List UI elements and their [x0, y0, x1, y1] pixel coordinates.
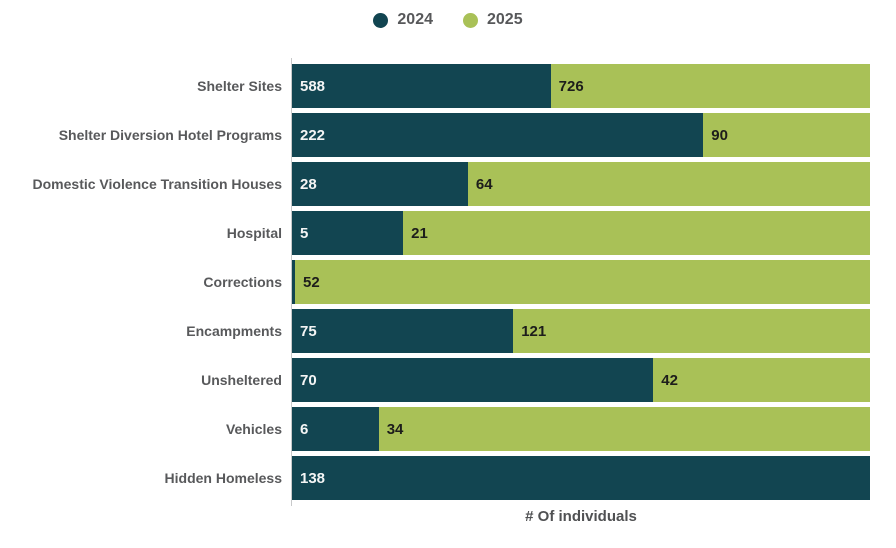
bar-segment-2025: 42	[653, 358, 870, 402]
category-label-text: Encampments	[186, 322, 282, 339]
category-label: Hidden Homeless	[0, 469, 292, 487]
legend-item-2024: 2024	[373, 11, 433, 29]
bar-row: Encampments 75 121	[0, 309, 870, 353]
value-label-2024: 588	[300, 77, 326, 95]
bar-segment-2024: 138	[292, 456, 870, 500]
value-label-2024: 222	[300, 126, 326, 144]
x-axis-title: # Of individuals	[525, 508, 637, 525]
legend-swatch-icon	[463, 12, 478, 28]
bar-row: Shelter Diversion Hotel Programs 222 90	[0, 113, 870, 157]
value-label-2024: 5	[300, 224, 309, 242]
category-label: Shelter Diversion Hotel Programs	[0, 126, 292, 144]
bar-segment-2025: 64	[467, 162, 870, 206]
category-label-text: Domestic Violence Transition Houses	[32, 175, 282, 192]
bar-row: Hidden Homeless 138	[0, 456, 870, 500]
bar: 70 42	[292, 358, 870, 402]
category-label-text: Hospital	[226, 224, 282, 241]
category-label: Vehicles	[0, 420, 292, 438]
bar-segment-2024: 5	[292, 211, 404, 255]
bar-segment-2025: 52	[295, 260, 870, 304]
chart-rows: Shelter Sites 588 726 Shelter Diversion Hot…	[0, 64, 870, 500]
bar: 52	[292, 260, 870, 304]
bar-segment-2025: 90	[703, 113, 870, 157]
value-label-2025: 90	[711, 126, 728, 144]
bar: 5 21	[292, 211, 870, 255]
bar-segment-2024: 28	[292, 162, 468, 206]
bar-row: Hospital 5 21	[0, 211, 870, 255]
category-label: Hospital	[0, 224, 292, 242]
legend: 2024 2025	[0, 11, 896, 29]
category-label-text: Shelter Sites	[197, 77, 282, 94]
value-label-2024: 75	[300, 322, 317, 340]
category-label-text: Unsheltered	[201, 371, 282, 388]
value-label-2025: 52	[303, 273, 320, 291]
bar-segment-2025: 726	[550, 64, 870, 108]
value-label-2025: 726	[558, 77, 584, 95]
bar-segment-2024: 70	[292, 358, 654, 402]
bar-segment-2025: 34	[378, 407, 870, 451]
category-label: Domestic Violence Transition Houses	[0, 175, 292, 193]
bar: 75 121	[292, 309, 870, 353]
bar-segment-2024	[292, 260, 295, 304]
legend-label: 2024	[397, 11, 433, 28]
bar-segment-2024: 222	[292, 113, 704, 157]
category-label: Encampments	[0, 322, 292, 340]
category-label: Corrections	[0, 273, 292, 291]
value-label-2024: 138	[300, 469, 326, 487]
value-label-2024: 70	[300, 371, 317, 389]
category-label: Unsheltered	[0, 371, 292, 389]
value-label-2025: 21	[411, 224, 428, 242]
bar: 222 90	[292, 113, 870, 157]
legend-item-2025: 2025	[463, 11, 523, 29]
value-label-2025: 42	[661, 371, 678, 389]
bar: 6 34	[292, 407, 870, 451]
category-label-text: Vehicles	[225, 420, 282, 437]
value-label-2025: 121	[521, 322, 547, 340]
bar-segment-2025: 21	[403, 211, 870, 255]
bar: 588 726	[292, 64, 870, 108]
bar: 28 64	[292, 162, 870, 206]
bar-row: Unsheltered 70 42	[0, 358, 870, 402]
bar-segment-2024: 6	[292, 407, 379, 451]
value-label-2024: 28	[300, 175, 317, 193]
bar-segment-2025: 121	[513, 309, 870, 353]
category-label-text: Hidden Homeless	[164, 469, 282, 486]
legend-swatch-icon	[373, 12, 389, 28]
category-label: Shelter Sites	[0, 77, 292, 95]
y-axis-line	[291, 58, 292, 506]
value-label-2025: 34	[386, 420, 404, 438]
bar-segment-2024: 588	[292, 64, 551, 108]
value-label-2024: 6	[300, 420, 309, 438]
bar-row: Corrections 52	[0, 260, 870, 304]
bar-row: Domestic Violence Transition Houses 28 64	[0, 162, 870, 206]
bar-segment-2024: 75	[292, 309, 514, 353]
category-label-text: Shelter Diversion Hotel Programs	[58, 126, 282, 143]
value-label-2025: 64	[475, 175, 493, 193]
bar-row: Shelter Sites 588 726	[0, 64, 870, 108]
legend-label: 2025	[487, 11, 523, 28]
bar-row: Vehicles 6 34	[0, 407, 870, 451]
category-label-text: Corrections	[203, 273, 282, 290]
bar: 138	[292, 456, 870, 500]
